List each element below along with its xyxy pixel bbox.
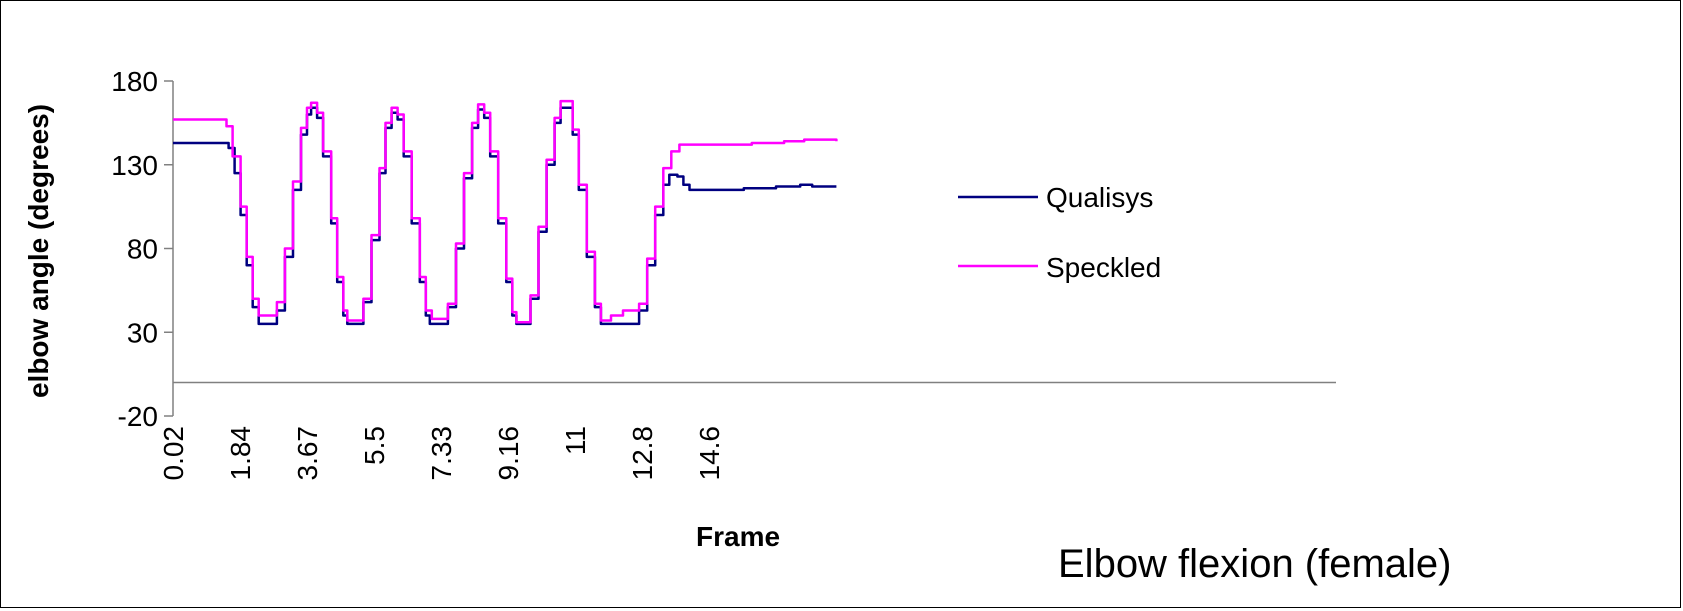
x-tick-label: 5.5 [359,426,390,465]
y-tick-label: 30 [127,317,158,348]
x-tick-label: 14.6 [694,426,725,481]
y-tick-label: 180 [111,66,158,97]
x-tick-label: 3.67 [292,426,323,481]
legend-label-qualisys: Qualisys [1046,182,1153,213]
x-tick-label: 7.33 [426,426,457,481]
y-tick-label: -20 [118,401,158,432]
series-line-speckled [173,99,838,324]
x-tick-label: 12.8 [627,426,658,481]
series-layer [173,99,838,326]
x-axis-title: Frame [696,521,780,552]
chart-caption: Elbow flexion (female) [1058,542,1452,586]
x-tick-label: 1.84 [225,426,256,481]
axes-layer: -20 30 80 130 180 0.02 1.84 3.67 5.5 7.33 9.16 11 12… [111,66,1336,481]
y-axis-title: elbow angle (degrees) [23,104,54,398]
x-tick-label: 11 [560,426,591,455]
x-tick-label: 0.02 [158,426,189,481]
y-tick-label: 80 [127,234,158,265]
x-tick-label: 9.16 [493,426,524,481]
legend-layer: Qualisys Speckled [958,182,1161,283]
y-tick-label: 130 [111,150,158,181]
legend-label-speckled: Speckled [1046,252,1161,283]
series-line-qualisys [173,106,837,326]
